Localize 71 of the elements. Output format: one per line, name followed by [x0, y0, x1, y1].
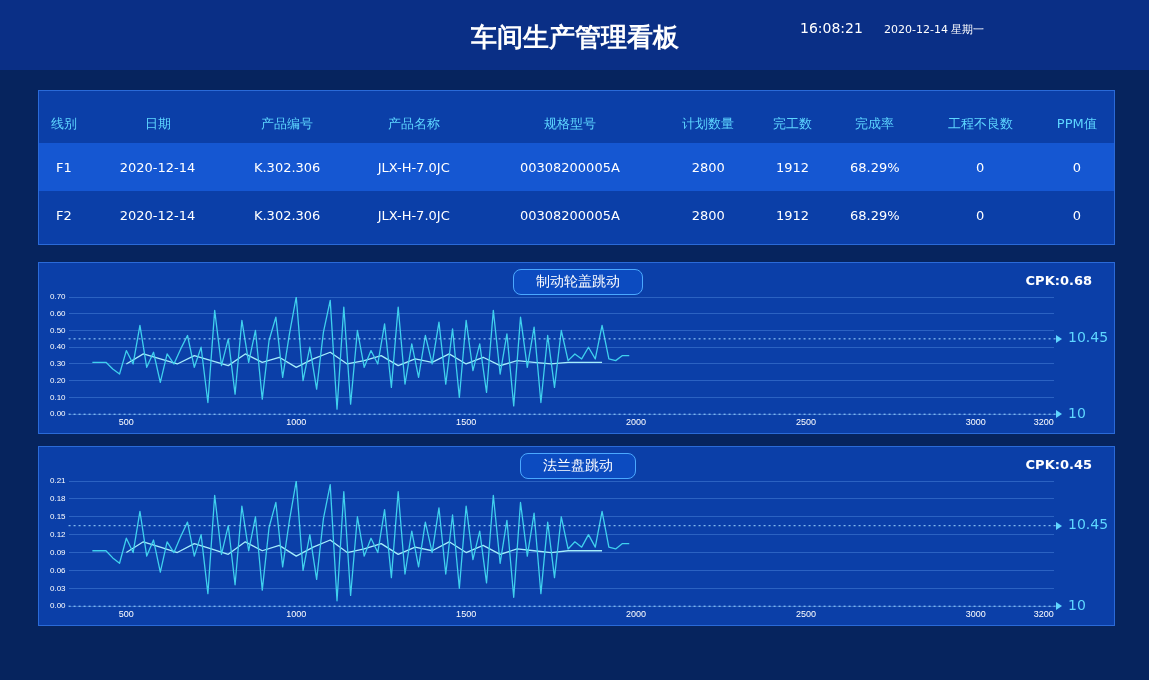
- x-tick-label: 1500: [456, 417, 477, 428]
- category-label: 完成率: [854, 115, 896, 133]
- text: CPK:0.45: [1025, 456, 1092, 472]
- text: F1: [55, 159, 72, 175]
- text: 0: [1072, 159, 1081, 175]
- y-tick-label: 0.09: [49, 547, 67, 557]
- text: 1912: [776, 207, 810, 223]
- text: JLX-H-7.0JC: [377, 207, 450, 223]
- y-tick-label: 0.00: [49, 601, 67, 611]
- category-label: 日期: [143, 115, 172, 133]
- y-tick-label: 0.50: [49, 325, 67, 335]
- text: F2: [55, 207, 72, 223]
- chart-title: 法兰盘跳动: [519, 453, 636, 479]
- text: 68.29%: [850, 207, 900, 223]
- category-label: PPM值: [1055, 115, 1098, 133]
- text: JLX-H-7.0JC: [377, 159, 450, 175]
- y-tick-label: 0.21: [49, 476, 67, 486]
- ref-line-label: 10: [1068, 404, 1086, 421]
- ref-line-label: 10.45: [1068, 329, 1109, 346]
- chart-title: 制动轮盖跳动: [512, 269, 643, 295]
- text: 2020-12-14 星期一: [884, 22, 985, 37]
- y-tick-label: 0.18: [49, 494, 67, 504]
- y-tick-label: 0.12: [49, 529, 67, 539]
- x-tick-label: 2000: [626, 417, 647, 428]
- y-tick-label: 0.15: [49, 511, 67, 521]
- text: 00308200005A: [519, 207, 620, 223]
- y-tick-label: 0.00: [49, 409, 67, 419]
- category-label: 工程不良数: [946, 115, 1014, 133]
- x-tick-label: 1000: [286, 417, 307, 428]
- y-tick-label: 0.20: [49, 375, 67, 385]
- x-tick-label: 2500: [795, 609, 816, 620]
- x-tick-label: 3200: [1033, 609, 1054, 620]
- text: 68.29%: [850, 159, 900, 175]
- category-label: 产品编号: [260, 115, 315, 133]
- y-tick-label: 0.60: [49, 308, 67, 318]
- x-tick-label: 1000: [286, 609, 307, 620]
- x-tick-label: 500: [118, 609, 134, 620]
- text: 1912: [776, 159, 810, 175]
- y-tick-label: 0.10: [49, 392, 67, 402]
- category-label: 产品名称: [386, 115, 441, 133]
- text: 2020-12-14: [119, 159, 196, 175]
- category-label: 规格型号: [542, 115, 597, 133]
- y-tick-label: 0.06: [49, 565, 67, 575]
- text: 2800: [691, 159, 725, 175]
- text: 0: [975, 207, 985, 223]
- category-label: 计划数量: [681, 115, 736, 133]
- text: 车间生产管理看板: [470, 22, 679, 52]
- text: 2800: [691, 207, 725, 223]
- category-label: 线别: [49, 115, 78, 133]
- ref-line-label: 10.45: [1068, 516, 1109, 533]
- text: K.302.306: [253, 159, 321, 175]
- text: K.302.306: [253, 207, 321, 223]
- text: 16:08:21: [800, 20, 863, 36]
- y-tick-label: 0.40: [49, 342, 67, 352]
- ref-line-label: 10: [1068, 596, 1086, 613]
- x-tick-label: 2500: [795, 417, 816, 428]
- x-tick-label: 1500: [456, 609, 477, 620]
- text: CPK:0.68: [1025, 272, 1092, 288]
- x-tick-label: 500: [118, 417, 134, 428]
- y-tick-label: 0.03: [49, 583, 67, 593]
- category-label: 完工数: [772, 115, 814, 133]
- text: 0: [1072, 207, 1081, 223]
- text: 2020-12-14: [119, 207, 196, 223]
- x-tick-label: 3200: [1033, 417, 1054, 428]
- y-tick-label: 0.70: [49, 292, 67, 302]
- x-tick-label: 3000: [965, 417, 986, 428]
- text: 0: [975, 159, 985, 175]
- y-tick-label: 0.30: [49, 359, 67, 369]
- text: 00308200005A: [519, 159, 620, 175]
- x-tick-label: 3000: [965, 609, 986, 620]
- x-tick-label: 2000: [626, 609, 647, 620]
